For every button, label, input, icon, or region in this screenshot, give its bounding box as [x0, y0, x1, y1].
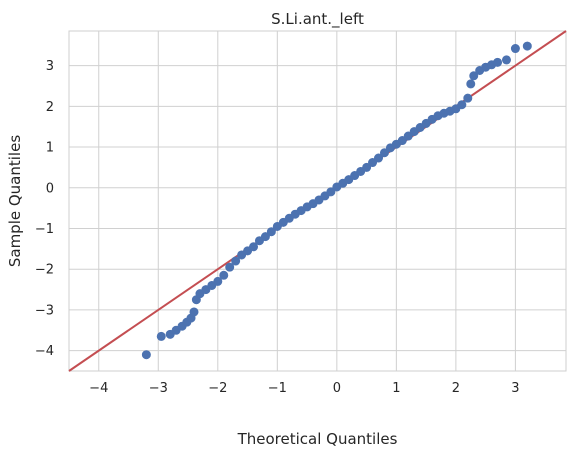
sample-point-14 [225, 262, 235, 272]
sample-point-40 [379, 148, 389, 158]
sample-point-63 [522, 41, 532, 51]
y-axis-label: Sample Quantiles [6, 135, 24, 267]
sample-point-20 [260, 232, 270, 242]
sample-point-1 [156, 331, 166, 341]
x-tick-label-2: −2 [208, 381, 227, 396]
x-axis-ticks: −4 −3 −2 −1 0 1 2 3 [89, 381, 519, 396]
sample-point-15 [231, 256, 241, 266]
sample-points [141, 41, 532, 360]
sample-point-18 [249, 242, 259, 252]
sample-point-60 [493, 57, 503, 67]
sample-point-44 [403, 131, 413, 141]
sample-point-61 [501, 55, 511, 65]
sample-point-0 [141, 350, 151, 360]
y-tick-label-2: −2 [35, 263, 54, 278]
sample-point-7 [189, 307, 199, 317]
sample-point-56 [469, 71, 479, 81]
x-axis-label: Theoretical Quantiles [237, 430, 398, 448]
sample-point-37 [362, 162, 372, 172]
sample-point-39 [374, 153, 384, 163]
sample-point-38 [368, 158, 378, 168]
x-tick-label-7: 3 [511, 381, 519, 396]
x-tick-label-5: 1 [392, 381, 400, 396]
sample-point-31 [326, 187, 336, 197]
sample-point-54 [463, 93, 473, 103]
sample-point-43 [397, 136, 407, 146]
y-tick-label-3: −1 [35, 222, 54, 237]
y-tick-label-0: −4 [35, 344, 54, 359]
chart-title: S.Li.ant._left [271, 10, 364, 29]
x-tick-label-3: −1 [268, 381, 287, 396]
sample-point-62 [510, 44, 520, 54]
x-tick-label-4: 0 [333, 381, 341, 396]
sample-point-12 [213, 276, 223, 286]
y-tick-label-4: 0 [46, 181, 54, 196]
sample-point-53 [457, 100, 467, 110]
sample-point-13 [219, 270, 229, 280]
x-tick-label-0: −4 [89, 381, 108, 396]
y-axis-ticks: −4 −3 −2 −1 0 1 2 3 [35, 59, 54, 359]
x-tick-label-1: −3 [149, 381, 168, 396]
grid-lines [69, 31, 566, 371]
x-tick-label-6: 2 [452, 381, 460, 396]
y-tick-label-6: 2 [46, 100, 54, 115]
sample-point-55 [466, 79, 476, 89]
y-tick-label-5: 1 [46, 141, 54, 156]
sample-point-21 [266, 227, 276, 237]
y-tick-label-7: 3 [46, 59, 54, 74]
y-tick-label-1: −3 [35, 303, 54, 318]
